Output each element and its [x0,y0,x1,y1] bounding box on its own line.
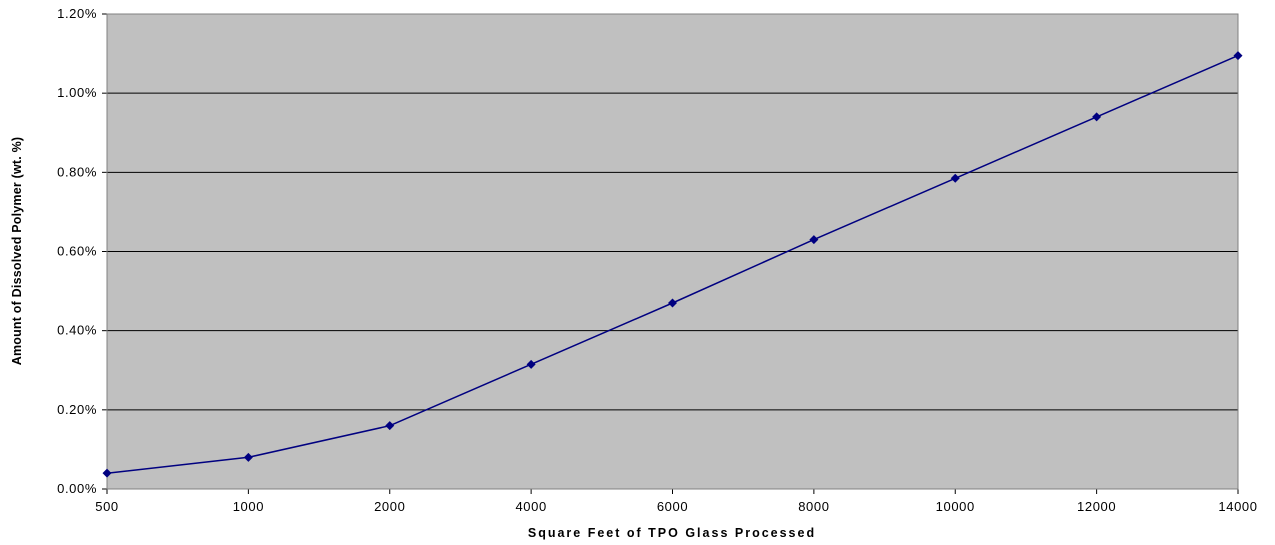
gridlines [107,92,1238,411]
x-tick-label: 500 [95,499,119,514]
data-point-marker [102,468,112,478]
x-axis-tick-labels: 500 1000 2000 4000 6000 8000 10000 12000 14000 [95,489,1257,514]
x-axis-title: Square Feet of TPO Glass Processed [528,526,816,540]
y-tick-label: 0.20% [57,402,97,417]
data-point-marker [526,359,536,369]
x-tick-label: 10000 [936,499,975,514]
data-point-marker [950,173,960,183]
y-tick-label: 0.80% [57,164,97,179]
data-point-marker [243,452,253,462]
y-tick-label: 0.00% [57,481,97,496]
y-axis-title: Amount of Dissolved Polymer (wt. %) [10,137,24,366]
y-tick-label: 1.00% [57,85,97,100]
plot-border [106,13,1239,490]
x-tick-label: 2000 [374,499,405,514]
data-point-marker [809,235,819,245]
data-point-marker [1233,51,1243,61]
y-tick-label: 0.40% [57,323,97,338]
x-tick-label: 8000 [798,499,829,514]
x-tick-label: 6000 [657,499,688,514]
y-tick-label: 1.20% [57,6,97,21]
series-group [102,51,1243,478]
x-tick-label: 4000 [515,499,546,514]
data-point-marker [385,421,395,431]
data-point-marker [668,298,677,308]
data-point-marker [1092,112,1102,122]
y-tick-label: 0.60% [57,244,97,259]
x-tick-label: 1000 [233,499,264,514]
x-tick-label: 14000 [1218,499,1257,514]
x-tick-label: 12000 [1077,499,1116,514]
y-axis-tick-labels: 0.00% 0.20% 0.40% 0.60% 0.80% 1.00% 1.20% [57,6,107,496]
